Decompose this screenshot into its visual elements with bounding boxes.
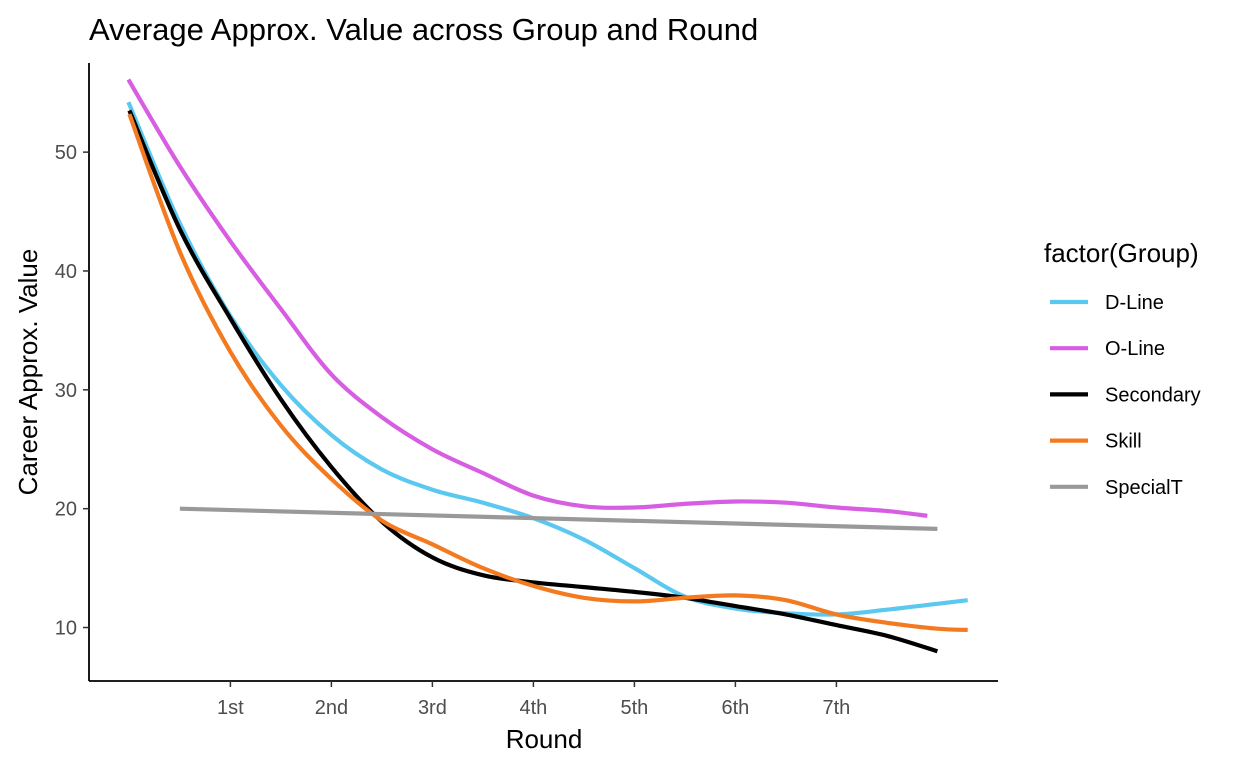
series-line-specialt [179,506,938,531]
x-tick-label: 7th [822,697,850,719]
series-line-o-line [126,78,928,518]
x-tick-label: 4th [519,697,547,719]
x-tick-label: 3rd [418,697,447,719]
series-layer [126,78,968,654]
y-tick-label: 40 [55,261,77,283]
legend-item-secondary: Secondary [1050,384,1201,406]
legend: factor(Group) D-Line O-Line Secondary Skill… [1044,238,1201,499]
x-axis-ticks: 1st 2nd 3rd 4th 5th 6th 7th [217,681,850,719]
legend-item-o-line: O-Line [1050,338,1165,360]
legend-label-o-line: O-Line [1105,338,1165,360]
legend-label-specialt: SpecialT [1105,477,1183,499]
y-tick-label: 50 [55,142,77,164]
legend-label-d-line: D-Line [1105,292,1164,314]
x-tick-label: 1st [217,697,244,719]
y-tick-label: 20 [55,499,77,521]
series-line-secondary [127,109,939,654]
y-tick-label: 30 [55,380,77,402]
legend-label-secondary: Secondary [1105,384,1201,406]
legend-item-skill: Skill [1050,431,1142,453]
y-axis-title: Career Approx. Value [13,249,43,496]
y-tick-label: 10 [55,618,77,640]
x-tick-label: 2nd [315,697,348,719]
chart-title: Average Approx. Value across Group and R… [89,12,758,47]
y-axis-ticks: 10 20 30 40 50 [55,142,89,640]
series-line-skill [127,113,968,632]
x-tick-label: 5th [620,697,648,719]
legend-items: D-Line O-Line Secondary Skill SpecialT [1050,292,1201,499]
legend-item-specialt: SpecialT [1050,477,1183,499]
legend-label-skill: Skill [1105,431,1142,453]
x-tick-label: 6th [721,697,749,719]
x-axis-title: Round [506,724,583,754]
legend-title: factor(Group) [1044,238,1199,268]
plot-area: 10 20 30 40 50 1st 2nd 3rd 4th 5th 6th 7th [55,63,998,719]
legend-item-d-line: D-Line [1050,292,1164,314]
